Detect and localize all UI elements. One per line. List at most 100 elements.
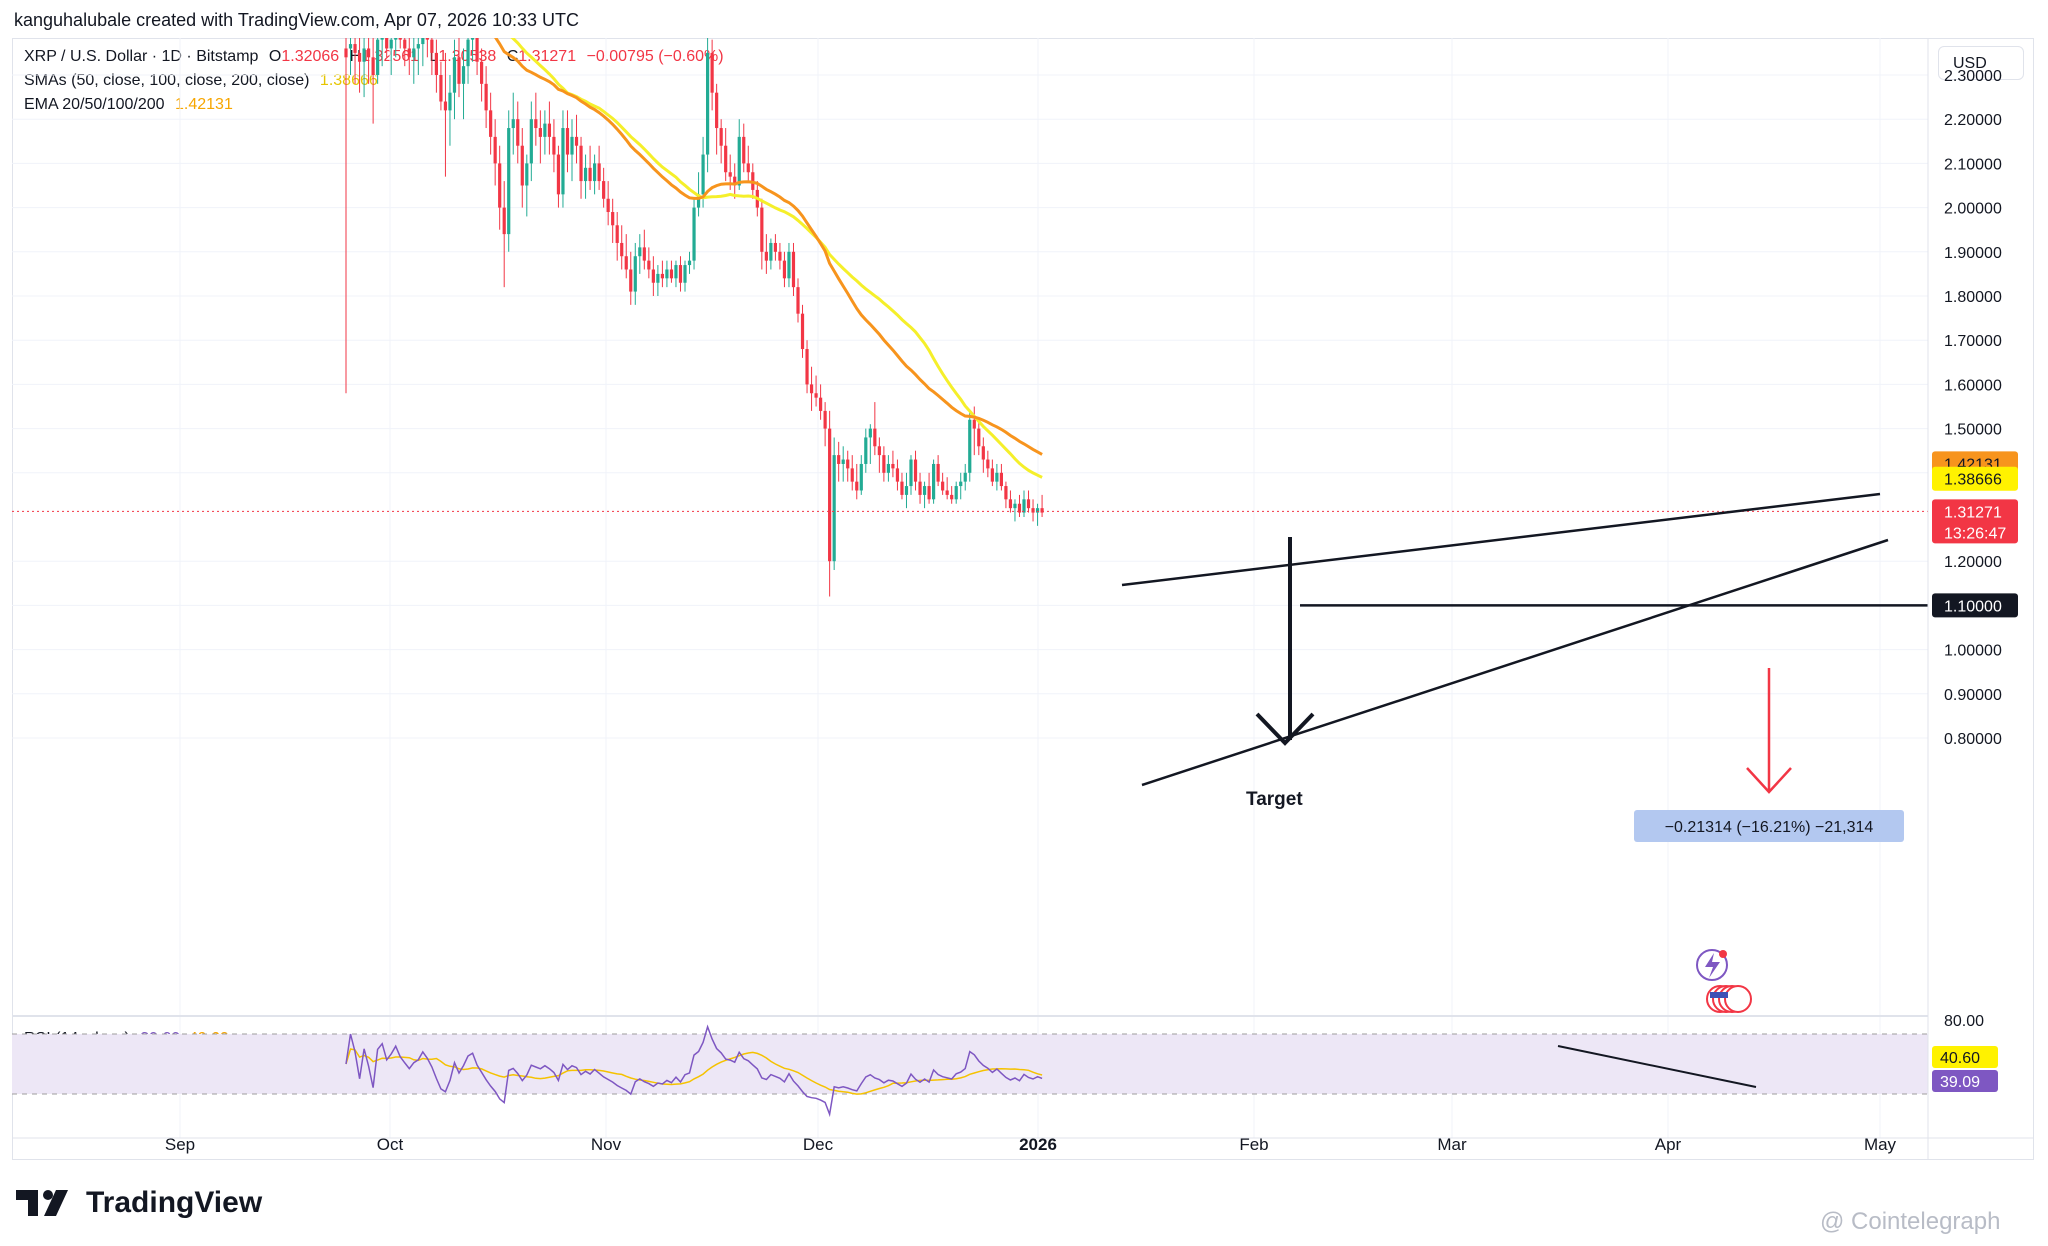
candle-body	[579, 145, 583, 182]
y-tick-label: 1.20000	[1944, 554, 2002, 571]
candle-body	[624, 256, 628, 270]
candle-body	[367, 48, 371, 58]
tradingview-icon	[16, 1190, 68, 1216]
candle-body	[1013, 503, 1017, 509]
rsi-tick-label: 80.00	[1944, 1013, 1984, 1030]
candle-body	[615, 225, 619, 243]
candle-body	[412, 48, 416, 58]
lightning-bolt-icon	[1705, 953, 1720, 978]
candle-body	[737, 136, 741, 186]
open-value: 1.32066	[281, 48, 340, 65]
candle-body	[832, 455, 836, 562]
candle-body	[782, 260, 787, 279]
candle-body	[502, 207, 506, 235]
candle-body	[692, 207, 696, 261]
author-line: kanguhalubale created with TradingView.c…	[14, 10, 580, 30]
candle-body	[1026, 499, 1031, 509]
candle-body	[389, 39, 393, 49]
candle-body	[999, 472, 1003, 487]
legend-ema-row[interactable]: EMA 20/50/100/200 1.42131	[24, 96, 233, 114]
candle-body	[344, 48, 348, 58]
candle-body	[1035, 508, 1040, 513]
candle-body	[778, 251, 782, 261]
candle-body	[918, 481, 922, 495]
candle-body	[855, 481, 859, 491]
candle-body	[841, 459, 845, 464]
us-flag-canton-icon	[1710, 992, 1728, 998]
candle-body	[746, 163, 750, 173]
candle-body	[945, 490, 949, 495]
x-tick-label: Mar	[1437, 1135, 1467, 1154]
candle-body	[850, 468, 854, 482]
countdown-text: 13:26:47	[1944, 525, 2006, 542]
candle-body	[868, 428, 872, 438]
candle-body	[385, 38, 389, 49]
x-tick-label: Sep	[165, 1135, 195, 1154]
price-axis-label-text: 1.31271	[1944, 504, 2002, 521]
rsi-line	[345, 1024, 1043, 1118]
candle-body	[796, 287, 800, 314]
candle-body	[1022, 499, 1026, 513]
candle-body	[421, 38, 425, 45]
candle-body	[977, 428, 981, 447]
candle-body	[1040, 508, 1044, 513]
symbol-label[interactable]: XRP / U.S. Dollar · 1D · Bitstamp	[24, 48, 259, 65]
y-tick-label: 2.10000	[1944, 156, 2002, 173]
candle-body	[819, 397, 823, 411]
brand-name: TradingView	[86, 1186, 263, 1219]
candle-body	[715, 92, 719, 129]
candle-body	[507, 128, 511, 235]
ema-label: EMA 20/50/100/200	[24, 96, 165, 113]
candle-body	[525, 163, 529, 186]
candle-body	[864, 437, 868, 464]
measure-text: −0.21314 (−16.21%) −21,314	[1665, 819, 1874, 836]
candle-body	[538, 128, 542, 137]
low-label: L	[429, 48, 439, 65]
candle-body	[602, 181, 606, 199]
candle-body	[846, 459, 850, 469]
candle-body	[1004, 486, 1008, 500]
candle-body	[461, 66, 466, 84]
tradingview-logo[interactable]: TradingView	[16, 1186, 262, 1220]
candle-body	[430, 39, 434, 53]
candle-body	[547, 123, 551, 137]
candle-body	[443, 101, 448, 111]
candle-body	[357, 52, 362, 62]
price-axis-label-text: 1.10000	[1944, 598, 2002, 615]
price-axis-label-text: 1.38666	[1944, 472, 2002, 489]
rsi-ma-price-text: 40.60	[1940, 1050, 1980, 1067]
candle-body	[909, 459, 913, 487]
candle-body	[534, 119, 538, 129]
candle-body	[683, 265, 687, 283]
currency-button[interactable]: USD	[1938, 46, 2024, 80]
lightning-icon	[1696, 949, 1728, 981]
candle-body	[480, 61, 484, 84]
legend-sma-row[interactable]: SMAs (50, close, 100, close, 200, close)…	[24, 72, 378, 90]
candle-body	[457, 57, 461, 84]
notification-dot-icon	[1719, 950, 1727, 958]
x-tick-label: Oct	[377, 1135, 404, 1154]
candle-body	[809, 384, 814, 394]
ema-value: 1.42131	[175, 96, 233, 113]
candle-body	[452, 57, 457, 93]
candle-body	[696, 194, 701, 208]
x-tick-label: May	[1864, 1135, 1897, 1154]
candle-body	[633, 256, 637, 292]
candle-body	[837, 455, 841, 464]
candle-body	[570, 136, 574, 155]
candle-body	[583, 167, 588, 182]
candle-body	[489, 110, 493, 137]
candle-body	[954, 486, 958, 500]
candle-body	[800, 313, 805, 350]
candle-body	[407, 48, 411, 58]
candle-body	[588, 167, 592, 182]
price-axis-label	[1932, 466, 2018, 491]
sma-value: 1.38666	[319, 72, 378, 89]
candle-body	[394, 38, 398, 40]
rsi-price-text: 39.09	[1940, 1074, 1980, 1091]
candle-body	[769, 242, 773, 261]
candle-body	[520, 145, 524, 186]
y-tick-label: 2.30000	[1944, 68, 2002, 85]
candle-body	[724, 145, 728, 173]
